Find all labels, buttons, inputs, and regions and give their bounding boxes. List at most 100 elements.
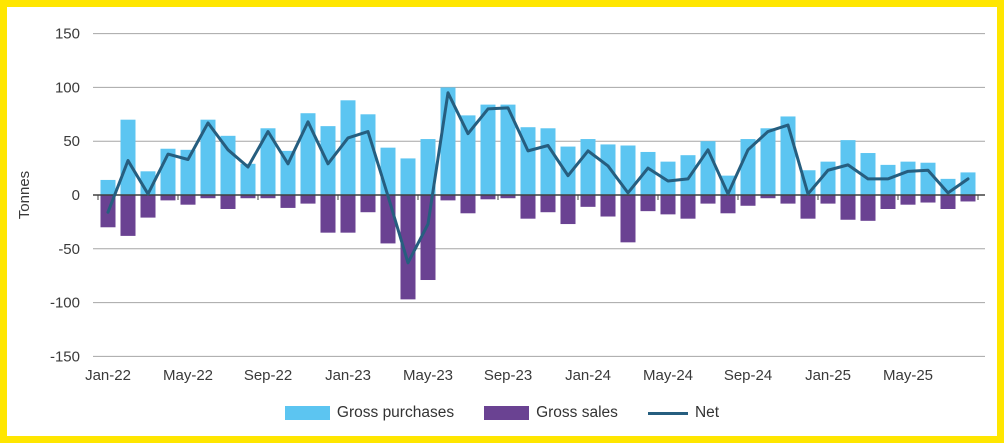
bar-Feb-24 [600, 195, 616, 217]
bar-May-22 [180, 149, 196, 195]
bar-Jan-24 [580, 195, 596, 207]
bar-Apr-24 [640, 195, 656, 212]
bar-Jun-22 [200, 195, 216, 199]
bar-Nov-24 [780, 195, 796, 204]
bar-Oct-22 [280, 150, 296, 195]
bar-Feb-24 [600, 144, 616, 195]
bar-Oct-23 [520, 195, 536, 219]
bar-Aug-23 [480, 104, 496, 195]
bar-Jan-22 [100, 179, 116, 195]
bar-Feb-25 [840, 140, 856, 195]
x-axis-labels: Jan-22 May-22 Sep-22 Jan-23 May-23 Sep-23 Jan-… [85, 367, 933, 384]
bar-Sep-23 [500, 195, 516, 199]
x-axis-ticks [97, 195, 979, 200]
bar-Jan-23 [340, 195, 356, 233]
bar-Aug-22 [240, 163, 256, 195]
x-tick-label: Jan-25 [805, 367, 851, 384]
x-tick-label: May-25 [883, 367, 933, 384]
bar-Mar-23 [380, 147, 396, 195]
bar-Jun-25 [920, 195, 936, 203]
bar-Apr-23 [400, 195, 416, 300]
x-tick-label: Sep-24 [724, 367, 772, 384]
bar-Jan-25 [820, 195, 836, 204]
bar-Feb-22 [120, 195, 136, 236]
bar-Jul-22 [220, 195, 236, 209]
legend-item-gross-purchases: Gross purchases [284, 404, 454, 422]
legend-item-gross-sales: Gross sales [484, 404, 618, 422]
bars-gross-sales [100, 195, 976, 300]
bar-Jun-23 [440, 195, 456, 201]
y-tick-label: -100 [50, 295, 80, 312]
gross-sales-swatch-icon [484, 406, 530, 420]
gridlines [93, 33, 985, 357]
bar-May-24 [660, 195, 676, 215]
bar-Sep-23 [500, 104, 516, 195]
y-tick-label: -150 [50, 348, 80, 365]
bar-Jun-24 [680, 155, 696, 195]
bar-Sep-22 [260, 128, 276, 195]
y-axis-labels: 150 100 50 0 -50 -100 -150 [50, 26, 80, 366]
bar-May-23 [420, 139, 436, 195]
bar-Aug-22 [240, 195, 256, 199]
legend: Gross purchases Gross sales Net [7, 404, 997, 422]
bar-Dec-23 [560, 146, 576, 195]
legend-label-net: Net [694, 404, 720, 421]
bar-May-25 [900, 195, 916, 205]
bar-Sep-24 [740, 195, 756, 206]
bar-Dec-23 [560, 195, 576, 225]
bar-Dec-24 [800, 195, 816, 219]
x-tick-label: Sep-23 [484, 367, 532, 384]
bar-Feb-23 [360, 195, 376, 213]
bar-Aug-24 [720, 195, 736, 214]
bar-May-22 [180, 195, 196, 205]
y-tick-label: 100 [55, 79, 80, 96]
bar-Mar-23 [380, 195, 396, 244]
bar-Mar-25 [860, 153, 876, 195]
bar-Aug-24 [720, 175, 736, 195]
bar-Sep-24 [740, 139, 756, 195]
bar-Apr-24 [640, 151, 656, 195]
bar-Mar-24 [620, 145, 636, 195]
bar-Nov-22 [300, 195, 316, 204]
bar-Aug-25 [960, 195, 976, 202]
bar-Jan-24 [580, 139, 596, 195]
bar-Jul-23 [460, 195, 476, 214]
bar-Mar-25 [860, 195, 876, 221]
bar-Sep-22 [260, 195, 276, 199]
bar-Feb-23 [360, 114, 376, 195]
x-tick-label: Jan-23 [325, 367, 371, 384]
gross-purchases-swatch-icon [284, 406, 330, 420]
bar-Aug-23 [480, 195, 496, 200]
bar-Jun-22 [200, 119, 216, 195]
bar-Jun-24 [680, 195, 696, 219]
y-tick-label: -50 [58, 241, 80, 258]
bar-Apr-25 [880, 195, 896, 209]
x-tick-label: Jan-22 [85, 367, 131, 384]
x-tick-label: Sep-22 [244, 367, 292, 384]
y-tick-label: 50 [63, 133, 80, 150]
bar-Aug-25 [960, 172, 976, 195]
bar-Mar-22 [140, 195, 156, 218]
bar-May-24 [660, 161, 676, 195]
x-tick-label: May-22 [163, 367, 213, 384]
x-tick-label: May-23 [403, 367, 453, 384]
bar-Nov-22 [300, 113, 316, 195]
bar-Jul-25 [940, 195, 956, 209]
x-tick-label: Jan-24 [565, 367, 611, 384]
bar-Mar-24 [620, 195, 636, 243]
bar-Oct-24 [760, 195, 776, 199]
bar-Apr-22 [160, 195, 176, 201]
bar-May-23 [420, 195, 436, 281]
y-tick-label: 150 [55, 26, 80, 43]
bar-Oct-22 [280, 195, 296, 208]
bar-Nov-23 [540, 128, 556, 195]
bar-Jul-24 [700, 195, 716, 204]
bar-Jan-23 [340, 100, 356, 195]
bar-Nov-23 [540, 195, 556, 213]
bar-Jul-23 [460, 115, 476, 195]
bar-Oct-24 [760, 128, 776, 195]
bar-May-25 [900, 161, 916, 195]
bar-Jul-22 [220, 135, 236, 195]
